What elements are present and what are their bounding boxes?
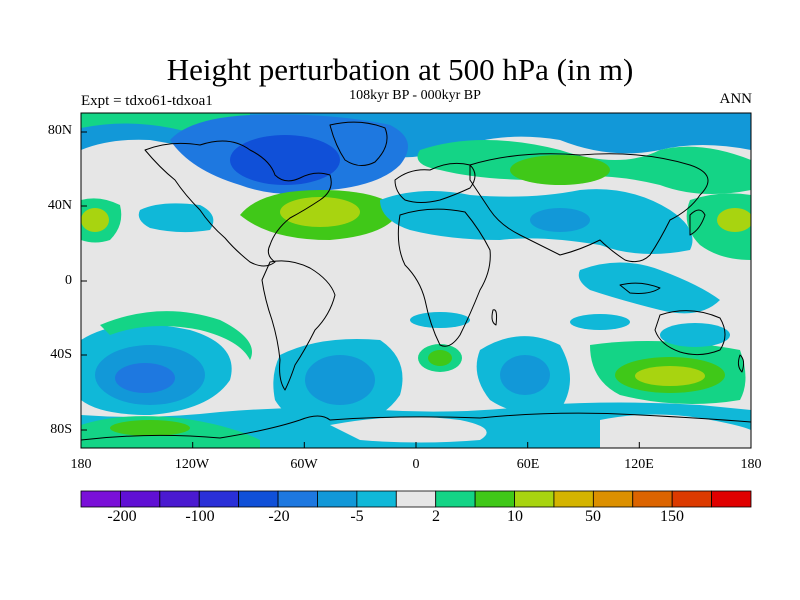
contour-australia-core xyxy=(635,366,705,386)
contour-pacific-high-east-core xyxy=(717,208,751,232)
contour-atlantic-core xyxy=(280,197,360,227)
coast-south-america xyxy=(261,260,336,391)
contour-antarctic-grey xyxy=(330,416,487,443)
contour-spacific-green xyxy=(100,311,252,360)
contour-antarctic-grey-2 xyxy=(600,414,751,448)
colorbar-swatch-16 xyxy=(671,490,712,508)
contour-safrica-core xyxy=(428,350,452,366)
colorbar-swatch-13 xyxy=(553,490,594,508)
lon-tick-60w: 60W xyxy=(290,457,318,472)
coast-madagascar xyxy=(491,309,498,326)
coast-australia xyxy=(654,310,726,356)
coast-indonesia xyxy=(619,282,661,294)
contour-indian-blue-2 xyxy=(570,314,630,330)
chart-subtitle: 108kyr BP - 000kyr BP xyxy=(349,88,481,103)
colorbar-label-6: 10 xyxy=(507,508,523,525)
colorbar-swatch-12 xyxy=(514,490,555,508)
colorbar-swatch-9 xyxy=(395,490,437,508)
contour-pacific-high-west-core xyxy=(81,208,109,232)
contour-antarctic-core xyxy=(110,420,190,436)
coast-africa xyxy=(397,208,491,347)
coast-japan xyxy=(689,209,706,236)
axis-ticks xyxy=(80,131,640,448)
lat-tick-0: 0 xyxy=(65,273,72,288)
lat-tick-80n: 80N xyxy=(47,123,72,138)
coastlines xyxy=(81,121,751,441)
contour-java-blue xyxy=(410,312,470,328)
lon-tick-180e: 180 xyxy=(740,457,762,472)
lon-tick-60e: 60E xyxy=(516,457,540,472)
colorbar-swatch-1 xyxy=(80,490,121,508)
coast-antarctica xyxy=(81,412,751,441)
coast-new-zealand xyxy=(737,354,745,373)
contour-australia-blue xyxy=(660,323,730,347)
contour-field xyxy=(81,113,751,448)
lon-tick-120e: 120E xyxy=(624,457,654,472)
colorbar-label-1: -200 xyxy=(107,508,137,525)
colorbar-label-2: -100 xyxy=(185,508,215,525)
colorbar-swatch-7 xyxy=(317,490,358,508)
lat-tick-40s: 40S xyxy=(50,347,72,362)
colorbar-swatch-11 xyxy=(474,490,515,508)
colorbar xyxy=(80,490,752,508)
colorbar-swatch-2 xyxy=(120,490,161,508)
colorbar-label-3: -20 xyxy=(268,508,290,525)
lon-tick-0: 0 xyxy=(412,457,420,472)
lat-tick-40n: 40N xyxy=(47,198,72,213)
lon-tick-180w: 180 xyxy=(70,457,92,472)
colorbar-swatch-6 xyxy=(277,490,318,508)
lat-tick-80s: 80S xyxy=(50,422,72,437)
colorbar-swatch-17 xyxy=(711,490,752,508)
colorbar-swatch-3 xyxy=(159,490,200,508)
coast-europe xyxy=(394,162,476,203)
coast-asia xyxy=(469,153,709,263)
colorbar-swatch-15 xyxy=(632,490,673,508)
contour-spacific-low-core xyxy=(115,363,175,393)
chart-title: Height perturbation at 500 hPa (in m) xyxy=(166,52,634,87)
contour-satlantic-core xyxy=(305,355,375,405)
colorbar-label-8: 150 xyxy=(660,508,684,525)
experiment-label: Expt = tdxo61-tdxoa1 xyxy=(81,93,213,109)
lon-tick-120w: 120W xyxy=(174,457,210,472)
colorbar-swatch-14 xyxy=(592,490,634,508)
colorbar-label-7: 50 xyxy=(585,508,601,525)
coast-north-america xyxy=(144,140,332,267)
contour-indian-blue xyxy=(578,262,720,314)
colorbar-swatch-4 xyxy=(198,490,240,508)
colorbar-swatch-8 xyxy=(356,490,397,508)
contour-canada-core xyxy=(230,135,340,185)
contour-eurasia-core xyxy=(530,208,590,232)
season-label: ANN xyxy=(719,91,753,107)
colorbar-swatch-5 xyxy=(238,490,279,508)
contour-sindian-core xyxy=(500,355,550,395)
contour-npacific-blue xyxy=(138,203,214,233)
coast-greenland xyxy=(329,121,388,166)
colorbar-label-5: 2 xyxy=(432,508,440,525)
contour-siberia-green xyxy=(510,155,610,185)
colorbar-label-4: -5 xyxy=(350,508,364,525)
colorbar-swatch-10 xyxy=(435,490,476,508)
